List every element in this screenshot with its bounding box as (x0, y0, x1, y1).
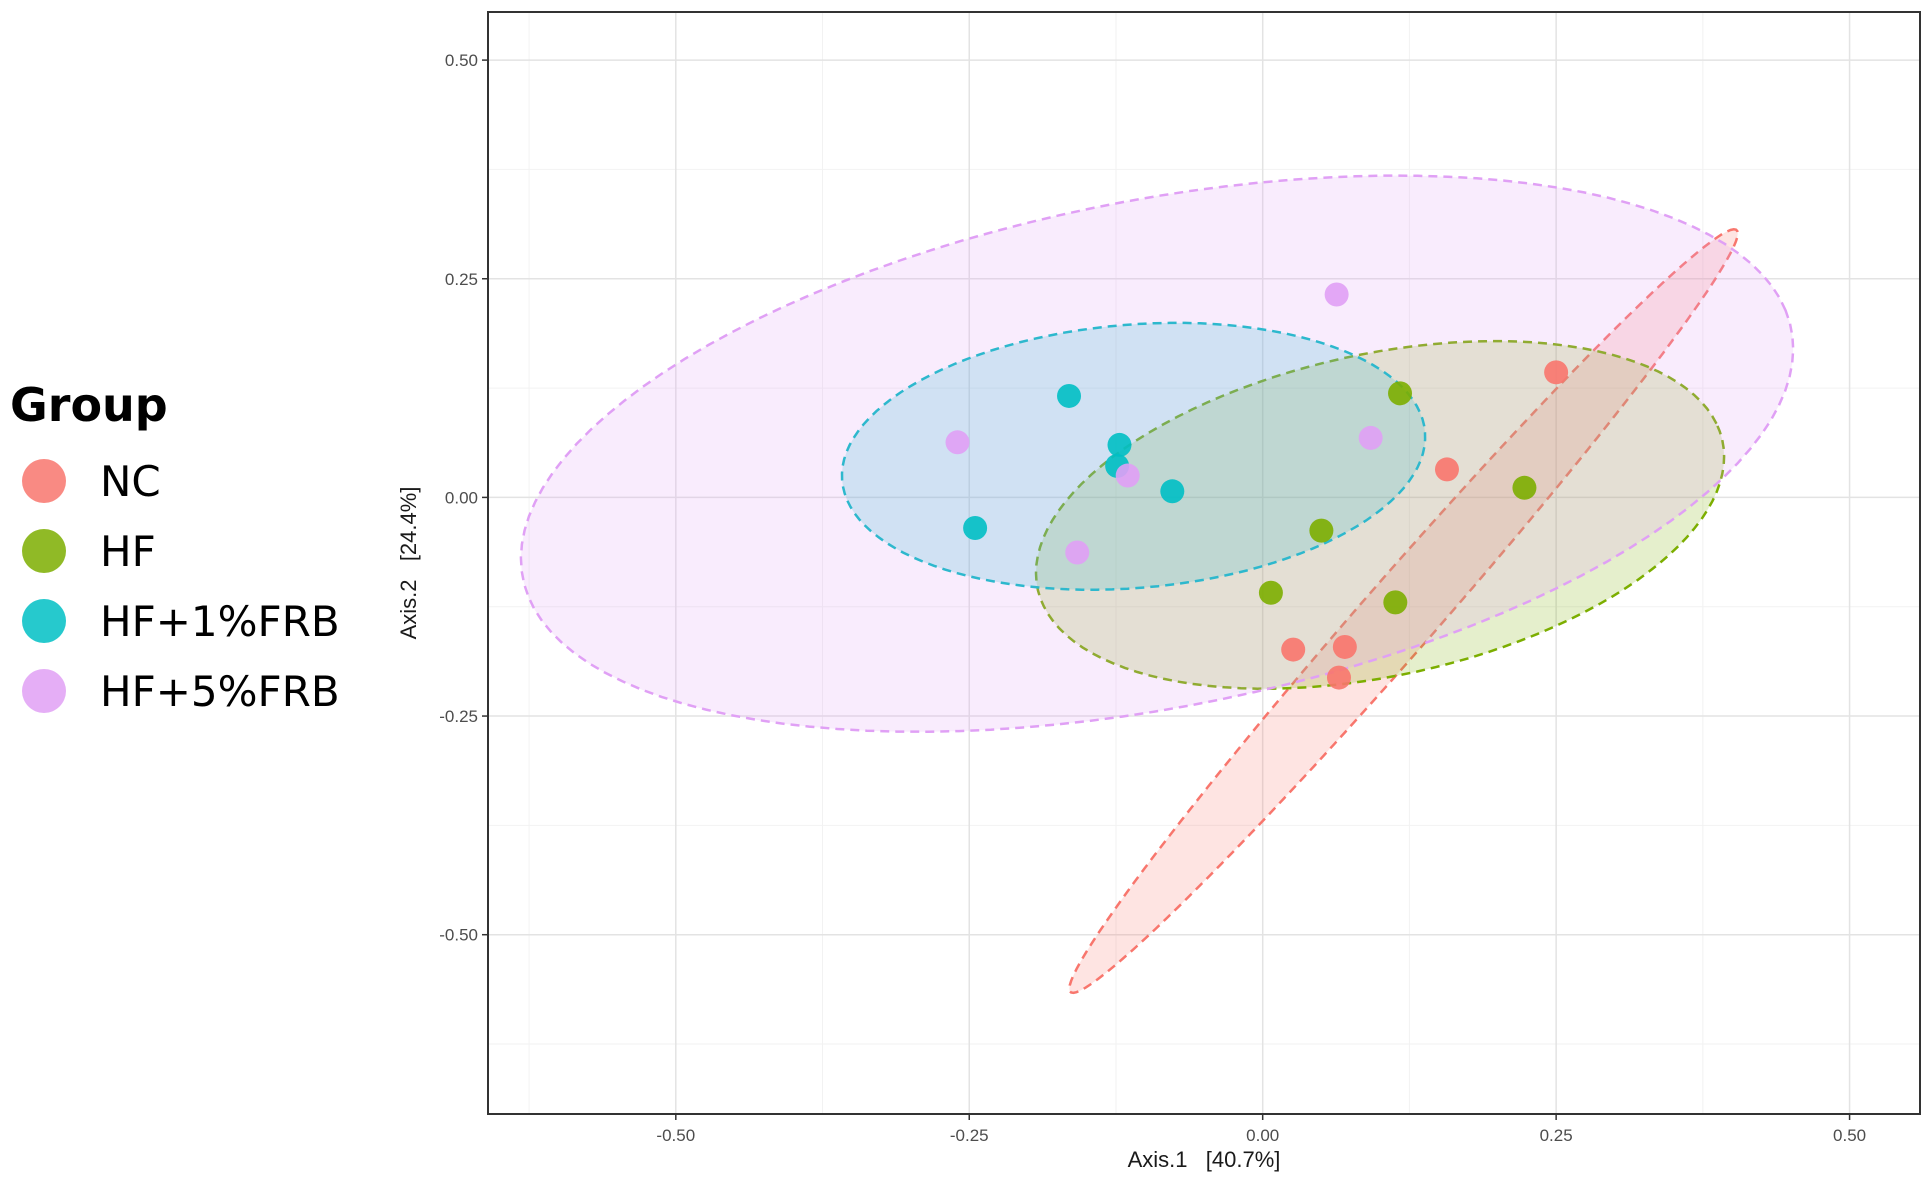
legend-item-hf-1frb: HF+1%FRB (10, 586, 340, 656)
x-tick-label: -0.50 (656, 1126, 695, 1145)
y-tick-label: 0.50 (445, 51, 478, 70)
point-hf-1-frb (1160, 479, 1185, 504)
legend-swatch-nc (22, 459, 66, 503)
y-tick-label: 0.00 (445, 488, 478, 507)
data-points (945, 282, 1569, 690)
panel-border (487, 11, 1921, 1115)
y-tick-label: 0.25 (445, 270, 478, 289)
y-tick-label: -0.50 (439, 926, 478, 945)
point-nc (1332, 634, 1357, 659)
point-hf-5-frb (945, 430, 970, 455)
point-hf (1512, 475, 1537, 500)
y-tick-label: -0.25 (439, 707, 478, 726)
point-nc (1544, 360, 1569, 385)
legend-title: Group (10, 378, 168, 432)
point-hf (1258, 580, 1283, 605)
point-hf (1309, 518, 1334, 543)
x-tick-label: -0.25 (950, 1126, 989, 1145)
y-axis-title: Axis.2 [24.4%] (396, 487, 421, 640)
legend-item-hf-5frb: HF+5%FRB (10, 656, 340, 726)
legend-swatch-hf-5frb (22, 669, 66, 713)
point-hf-5-frb (1065, 540, 1090, 565)
grid-lines (488, 12, 1920, 1114)
legend-label-hf: HF (100, 526, 156, 576)
point-nc (1281, 637, 1306, 662)
point-nc (1434, 457, 1459, 482)
x-axis-title: Axis.1 [40.7%] (1128, 1147, 1281, 1172)
point-hf-1-frb (1057, 383, 1082, 408)
point-hf-5-frb (1115, 463, 1140, 488)
point-hf-1-frb (963, 516, 988, 541)
x-tick-label: 0.25 (1540, 1126, 1573, 1145)
axis-ticks: -0.50 -0.25 0.00 0.25 0.50 0.50 0.25 0.00 -0.25 -… (439, 51, 1866, 1145)
point-hf-5-frb (1358, 425, 1383, 450)
legend-swatch-hf-1frb (22, 599, 66, 643)
x-tick-label: 0.00 (1246, 1126, 1279, 1145)
confidence-ellipses (519, 174, 1795, 995)
legend-item-nc: NC (10, 446, 340, 516)
ellipse-hf-1-frb (840, 321, 1427, 591)
legend-label-nc: NC (100, 456, 161, 506)
legend-label-hf-1frb: HF+1%FRB (100, 596, 340, 646)
ellipse-hf (1034, 339, 1726, 690)
legend-item-hf: HF (10, 516, 340, 586)
point-hf-1-frb (1107, 432, 1132, 457)
point-nc (1326, 665, 1351, 690)
legend-label-hf-5frb: HF+5%FRB (100, 666, 340, 716)
legend: Group NC HF HF+1%FRB HF+5%FRB (10, 378, 340, 726)
point-hf (1388, 381, 1413, 406)
point-hf (1383, 590, 1408, 615)
ellipse-hf-5-frb (519, 174, 1795, 733)
legend-swatch-hf (22, 529, 66, 573)
point-hf-5-frb (1324, 282, 1349, 307)
x-tick-label: 0.50 (1833, 1126, 1866, 1145)
